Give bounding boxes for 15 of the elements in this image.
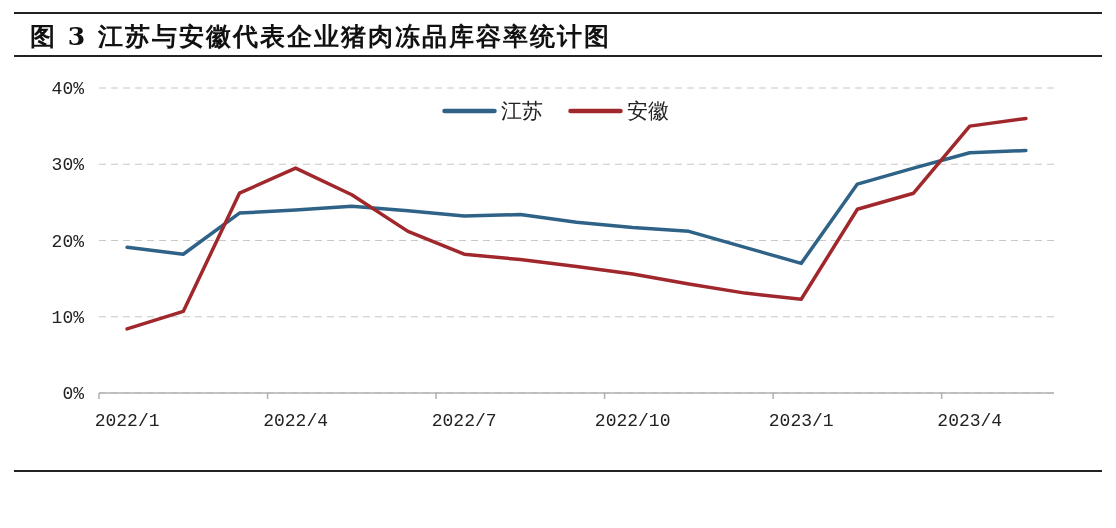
chart-title: 图 3 江苏与安徽代表企业猪肉冻品库容率统计图: [30, 22, 611, 51]
x-tick-label: 2023/4: [937, 411, 1003, 431]
x-tick-label: 2022/1: [94, 411, 160, 431]
y-tick-label: 10%: [51, 307, 85, 328]
y-tick-label: 30%: [51, 155, 85, 176]
x-tick-label: 2022/7: [431, 411, 497, 431]
legend-label: 江苏: [500, 99, 543, 123]
legend-label: 安徽: [626, 99, 669, 123]
x-tick-label: 2022/4: [263, 411, 329, 431]
y-tick-label: 0%: [62, 384, 85, 404]
y-tick-label: 20%: [51, 231, 85, 252]
x-tick-label: 2022/10: [594, 411, 671, 431]
y-tick-label: 40%: [51, 79, 85, 99]
x-tick-label: 2023/1: [768, 411, 834, 431]
line-series: [125, 148, 1028, 266]
